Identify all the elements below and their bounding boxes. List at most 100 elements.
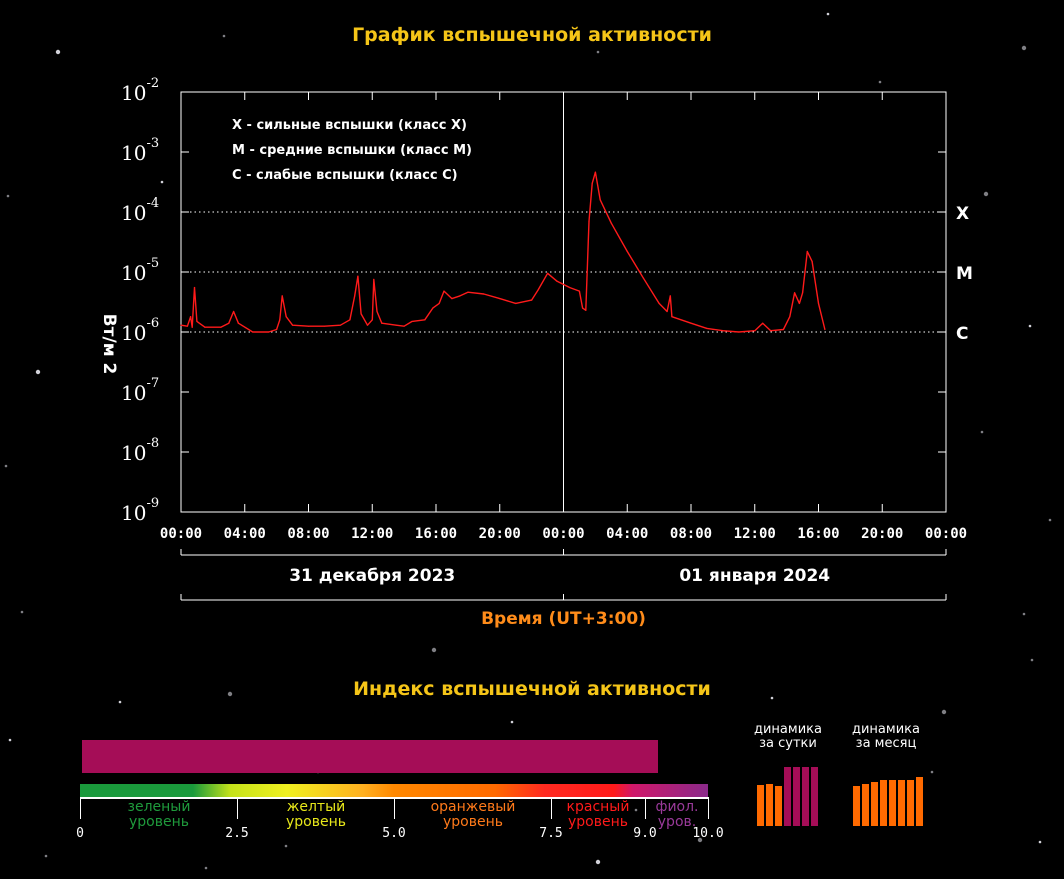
index-level-label: красный уровень xyxy=(566,799,630,830)
series-point xyxy=(467,291,469,293)
series-point xyxy=(403,325,405,327)
chart-title: График вспышечной активности xyxy=(352,24,712,46)
index-tick xyxy=(645,797,646,819)
x-tick-label: 00:00 xyxy=(160,526,202,542)
series-point xyxy=(483,293,485,295)
dynamics-bar xyxy=(888,779,897,827)
series-point xyxy=(180,324,182,326)
dynamics-bar xyxy=(852,785,861,827)
series-point xyxy=(762,322,764,324)
index-level-label: фиол. уров. xyxy=(655,799,699,830)
series-point xyxy=(357,275,359,277)
x-tick-label: 00:00 xyxy=(925,526,967,542)
series-point xyxy=(228,322,230,324)
series-point xyxy=(722,330,724,332)
dynamics-bar xyxy=(810,766,819,827)
dynamics-bar xyxy=(879,779,888,827)
y-tick-label: 10-4 xyxy=(121,196,159,225)
month-dynamics-caption-line1: динамика xyxy=(852,722,920,737)
index-color-scale xyxy=(80,784,708,797)
series-point xyxy=(268,331,270,333)
legend-entry: C - слабые вспышки (класс C) xyxy=(232,168,458,183)
series-point xyxy=(376,310,378,313)
series-point xyxy=(782,328,785,331)
month-dynamics-caption-line2: за месяц xyxy=(855,736,917,751)
series-point xyxy=(754,330,756,332)
series-point xyxy=(424,319,426,321)
dynamics-bar xyxy=(774,785,783,827)
series-point xyxy=(373,278,375,281)
date-label: 31 декабря 2023 xyxy=(289,566,455,586)
series-point xyxy=(196,320,198,323)
y-tick-label: 10-7 xyxy=(121,376,159,405)
flare-activity-chart: X M C 10-2 10-3 10-4 10-5 10-6 10-7 10-8 10-9 Вт/м … xyxy=(99,76,973,629)
dynamics-bar xyxy=(792,766,801,827)
series-point xyxy=(666,310,668,313)
series-point xyxy=(232,310,235,313)
series-point xyxy=(706,327,708,329)
dynamics-bar xyxy=(915,776,924,827)
day-dynamics-caption-line1: динамика xyxy=(754,722,822,737)
x-tick-label: 16:00 xyxy=(797,526,839,542)
dynamics-bar xyxy=(861,783,870,827)
series-point xyxy=(323,325,326,327)
dynamics-bar xyxy=(783,766,792,827)
index-tick-label: 10.0 xyxy=(692,826,724,841)
x-tick-label: 04:00 xyxy=(606,526,648,542)
class-label: M xyxy=(956,264,973,284)
series-point xyxy=(824,328,826,331)
x-tick-label: 20:00 xyxy=(861,526,903,542)
day-dynamics-caption: динамика за сутки xyxy=(743,723,833,751)
series-point xyxy=(191,326,193,328)
series-point xyxy=(459,295,461,297)
date-label: 01 января 2024 xyxy=(679,566,830,586)
series-point xyxy=(599,199,601,201)
series-point xyxy=(556,280,558,282)
index-tick-label: 0 xyxy=(76,826,84,841)
series-point xyxy=(569,286,571,289)
series-point xyxy=(186,325,188,327)
index-tick xyxy=(80,797,81,819)
x-tick-label: 12:00 xyxy=(351,526,393,542)
series-point xyxy=(537,289,539,291)
series-point xyxy=(354,295,356,297)
series-point xyxy=(626,250,628,253)
series-point xyxy=(789,316,791,318)
series-point xyxy=(669,295,671,297)
series-point xyxy=(793,292,796,294)
series-point xyxy=(237,322,239,324)
series-point xyxy=(451,298,453,300)
series-point xyxy=(281,295,283,297)
series-point xyxy=(276,328,278,331)
y-axis-label: Вт/м 2 xyxy=(99,314,119,375)
index-tick xyxy=(551,797,552,819)
series-point xyxy=(291,324,294,326)
x-axis-label: Время (UT+3:00) xyxy=(481,609,646,629)
index-tick-label: 2.5 xyxy=(225,826,249,841)
index-level-label: оранжевый уровень xyxy=(430,799,516,830)
series-point xyxy=(801,292,804,294)
index-tick xyxy=(708,797,709,819)
series-point xyxy=(381,322,383,324)
index-tick xyxy=(237,797,238,819)
series-point xyxy=(671,316,673,318)
series-point xyxy=(591,182,593,184)
series-point xyxy=(189,316,192,318)
series-point xyxy=(531,299,533,301)
series-point xyxy=(395,324,397,326)
index-tick-label: 9.0 xyxy=(633,826,657,841)
series-point xyxy=(588,220,590,222)
legend-entry: X - сильные вспышки (класс X) xyxy=(232,118,467,133)
series-point xyxy=(220,326,222,328)
series-point xyxy=(738,331,740,333)
series-point xyxy=(285,316,287,318)
series-point xyxy=(279,319,281,321)
x-tick-label: 08:00 xyxy=(287,526,329,542)
series-point xyxy=(366,324,369,326)
series-point xyxy=(610,222,612,224)
legend-entry: M - средние вспышки (класс M) xyxy=(232,143,472,158)
dynamics-bar xyxy=(897,779,906,827)
series-point xyxy=(798,302,800,304)
y-tick-label: 10-5 xyxy=(121,256,159,285)
